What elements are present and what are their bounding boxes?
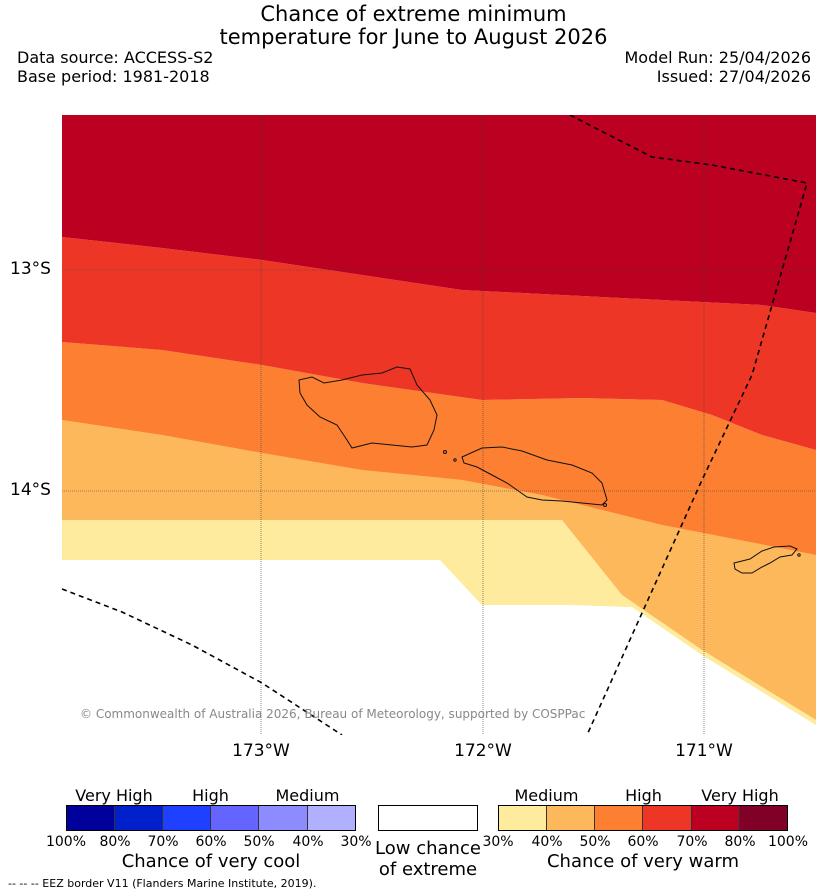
issued-date: Issued: 27/04/2026: [656, 67, 811, 86]
eez-footnote: -- -- -- EEZ border V11 (Flanders Marine…: [8, 877, 317, 890]
eez-border-west: [62, 588, 343, 735]
warm-swatch-30-40: [498, 805, 547, 831]
map-title-line2: temperature for June to August 2026: [219, 25, 608, 49]
warm-group-medium: Medium: [514, 786, 579, 805]
warm-tick-100: 100%: [767, 834, 809, 850]
gridlines: [62, 115, 816, 735]
cool-tick-30: 30%: [340, 834, 372, 850]
low-chance-line2: of extreme: [378, 859, 478, 880]
cool-swatch-80-70: [115, 805, 163, 831]
warm-group-very-high: Very High: [701, 786, 779, 805]
island-savaii: [298, 366, 438, 449]
cool-swatch-40-30: [308, 805, 356, 831]
band-medium-40-strip-2: [440, 560, 816, 725]
cool-colorbar-frame: [66, 805, 356, 831]
cool-legend-title: Chance of very cool: [121, 851, 301, 872]
band-medium-40-strip: [62, 520, 440, 560]
warm-group-high: High: [625, 786, 662, 805]
cool-group-medium: Medium: [275, 786, 340, 805]
map-title: Chance of extreme minimum temperature fo…: [0, 3, 827, 49]
island-islet-2: [453, 458, 457, 462]
band-very-high-80: [62, 115, 816, 313]
lon-label-171w: 171°W: [675, 741, 733, 761]
model-run: Model Run: 25/04/2026: [624, 48, 812, 67]
lat-label-13s: 13°S: [10, 259, 51, 279]
island-tutuila: [733, 545, 798, 574]
low-chance-label: Low chance of extreme: [363, 838, 493, 880]
cool-tick-80: 80%: [99, 834, 131, 850]
forecast-map: [62, 115, 816, 735]
island-islet-4: [797, 553, 801, 557]
copyright-notice: © Commonwealth of Australia 2026, Bureau…: [80, 707, 586, 721]
cool-group-very-high: Very High: [75, 786, 153, 805]
meta-left: Data source: ACCESS-S2 Base period: 1981…: [17, 48, 213, 86]
low-chance-line1: Low chance: [375, 838, 481, 859]
lat-label-14s: 14°S: [10, 480, 51, 500]
lon-label-172w: 172°W: [454, 741, 512, 761]
band-high-60: [62, 342, 816, 555]
warm-legend-title: Chance of very warm: [546, 851, 740, 872]
warm-swatch-50-60: [595, 805, 643, 831]
warm-tick-30: 30%: [482, 834, 514, 850]
warm-tick-60: 60%: [627, 834, 659, 850]
warm-tick-40: 40%: [531, 834, 563, 850]
cool-tick-100: 100%: [45, 834, 87, 850]
map-title-line1: Chance of extreme minimum: [260, 2, 567, 26]
warm-swatch-70-80: [692, 805, 740, 831]
cool-group-high: High: [192, 786, 229, 805]
island-upolu: [461, 446, 608, 506]
cool-tick-60: 60%: [195, 834, 227, 850]
eez-borders: [62, 115, 809, 735]
data-source: Data source: ACCESS-S2: [17, 48, 214, 67]
meta-right: Model Run: 25/04/2026 Issued: 27/04/2026: [625, 48, 812, 86]
low-chance-swatch: [378, 805, 478, 831]
cool-swatch-70-60: [163, 805, 211, 831]
band-high-70: [62, 237, 816, 450]
islands: [298, 366, 801, 574]
cool-tick-50: 50%: [243, 834, 275, 850]
warm-colorbar-frame: [498, 805, 788, 831]
warm-swatch-60-70: [643, 805, 692, 831]
cool-swatch-50-40: [259, 805, 308, 831]
warm-tick-50: 50%: [579, 834, 611, 850]
warm-swatch-80-100: [740, 805, 788, 831]
warm-swatch-40-50: [547, 805, 595, 831]
warm-tick-70: 70%: [676, 834, 708, 850]
band-medium-50: [62, 420, 816, 720]
cool-swatch-100-80: [66, 805, 115, 831]
warm-tick-80: 80%: [724, 834, 756, 850]
island-islet-3: [603, 503, 607, 507]
base-period: Base period: 1981-2018: [17, 67, 210, 86]
lon-label-173w: 173°W: [232, 741, 290, 761]
island-islet-1: [443, 450, 447, 454]
cool-tick-40: 40%: [292, 834, 324, 850]
cool-tick-70: 70%: [147, 834, 179, 850]
eez-border-east: [569, 115, 809, 735]
cool-swatch-60-50: [211, 805, 259, 831]
low-chance-lower: [62, 560, 816, 735]
